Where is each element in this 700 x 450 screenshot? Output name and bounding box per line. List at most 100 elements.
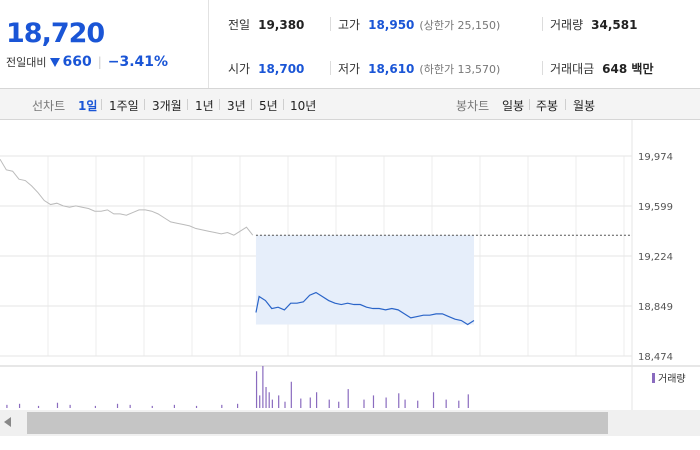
volume-bar [265,387,267,408]
toolbar-divider [144,99,145,110]
stat-amount: 거래대금 648 백만 [550,60,653,77]
candle-chart-label: 봉차트 [456,99,490,113]
volume-bar [445,399,447,408]
volume-bar [195,405,198,408]
stat-divider [330,61,331,75]
volume-bar [398,393,400,408]
volume-bar [237,403,239,408]
stat-value: 18,700 [258,62,305,76]
stat-divider [542,17,543,31]
volume-legend: 거래량 [652,373,686,385]
volume-bar [363,399,365,408]
scroll-left-icon[interactable] [4,417,11,427]
stat-label: 전일 [228,18,251,32]
volume-bar [129,404,131,408]
stat-label: 저가 [338,62,361,76]
chart-toolbar: 선차트 1일 1주일 3개월 1년 3년 5년 10년 봉차트 일봉 주봉 월봉 [0,89,700,120]
volume-bar [268,392,270,408]
stat-divider [330,17,331,31]
chart-scrollbar[interactable] [0,410,700,436]
stat-label: 시가 [228,62,251,76]
volume-bar [271,399,273,408]
current-price: 18,720 [6,18,105,49]
volume-bar [372,395,375,408]
volume-bar [221,404,223,408]
volume-bar [259,395,261,408]
chart-series [0,158,632,326]
volume-legend-label: 거래량 [658,373,686,385]
quote-summary: 18,720 전일대비 660 | −3.41% 전일 19,380 고가 18… [0,0,700,89]
volume-legend-swatch [652,373,655,383]
period-3y[interactable]: 3년 [227,99,246,113]
volume-bar [94,405,96,408]
toolbar-divider [101,99,102,110]
change-percent: −3.41% [107,54,169,70]
scroll-thumb[interactable] [27,412,608,434]
session-range-fill [255,235,474,325]
stat-divider [542,61,543,75]
stat-prev-close: 전일 19,380 [228,16,304,33]
volume-bar [417,400,419,408]
volume-bar [404,399,406,408]
toolbar-divider [283,99,284,110]
volume-bar [37,405,40,408]
y-tick-label: 19,224 [638,252,673,263]
y-tick-label: 18,849 [638,302,673,313]
price-block: 18,720 전일대비 660 | −3.41% [0,0,209,88]
y-tick-label: 18,474 [638,352,673,363]
volume-bar [467,394,469,408]
stat-open: 시가 18,700 [228,60,304,77]
series-line-previous [0,158,254,236]
y-tick-label: 19,974 [638,152,673,163]
stat-label: 거래대금 [550,62,595,76]
stat-value: 34,581 [591,18,638,32]
volume-bar [309,397,311,408]
line-chart-label: 선차트 [32,99,66,113]
volume-bar [458,400,460,408]
volume-bar [6,404,8,408]
volume-bars [6,366,469,408]
period-3m[interactable]: 3개월 [152,99,182,113]
toolbar-divider [251,99,252,110]
stat-label: 고가 [338,18,361,32]
stat-volume: 거래량 34,581 [550,16,637,33]
upper-limit: (상한가 25,150) [419,19,501,32]
toolbar-divider [187,99,188,110]
lower-limit: (하한가 13,570) [419,63,501,76]
down-arrow-icon [50,57,61,67]
period-1d[interactable]: 1일 [78,99,98,113]
change-row: 전일대비 660 | −3.41% [6,54,168,70]
volume-bar [385,397,387,408]
candle-weekly[interactable]: 주봉 [536,99,559,113]
volume-bar [338,401,340,408]
period-10y[interactable]: 10년 [290,99,317,113]
toolbar-divider [529,99,530,110]
toolbar-divider [219,99,220,110]
stat-high: 고가 18,950 (상한가 25,150) [338,16,500,33]
stat-value: 18,610 [368,62,415,76]
volume-bar [284,401,286,408]
volume-bar [328,399,330,408]
volume-bar [316,392,318,408]
price-chart-area: 19,974 19,599 19,224 18,849 18,474 거래량 [0,120,700,410]
y-axis-ticks: 19,974 19,599 19,224 18,849 18,474 [638,152,673,363]
volume-bar [151,405,153,408]
change-label: 전일대비 [6,56,47,69]
volume-bar [255,371,258,408]
period-5y[interactable]: 5년 [259,99,278,113]
volume-bar [432,392,435,408]
stat-value: 19,380 [258,18,305,32]
volume-bar [173,404,175,408]
volume-bar [300,398,302,408]
period-1w[interactable]: 1주일 [109,99,139,113]
candle-daily[interactable]: 일봉 [502,99,525,113]
change-value: 660 [62,54,92,70]
stat-value: 18,950 [368,18,415,32]
stat-low: 저가 18,610 (하한가 13,570) [338,60,500,77]
volume-bar [18,403,21,408]
change-divider: | [97,55,102,69]
period-1y[interactable]: 1년 [195,99,214,113]
price-chart: 19,974 19,599 19,224 18,849 18,474 거래량 [0,120,700,410]
candle-monthly[interactable]: 월봉 [573,99,596,113]
volume-bar [262,366,264,408]
